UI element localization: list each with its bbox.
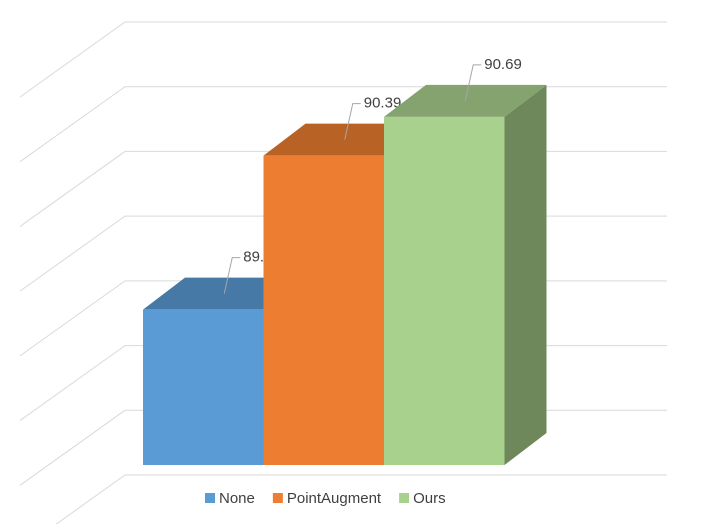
legend-swatch [399,493,410,503]
bar-side [504,84,547,465]
bar [143,309,264,465]
legend-label: None [219,490,255,507]
bar [263,155,384,465]
bar [384,116,505,465]
legend-swatch [272,493,283,503]
grid-line [19,21,667,98]
leader-line [344,103,361,140]
data-label: 90.39 [364,95,402,112]
legend-label: Ours [413,490,446,507]
leader-line [464,64,482,101]
legend-swatch [205,493,215,503]
legend-label: PointAugment [287,490,382,507]
leader-line [223,257,241,294]
data-label: 90.69 [484,56,522,73]
